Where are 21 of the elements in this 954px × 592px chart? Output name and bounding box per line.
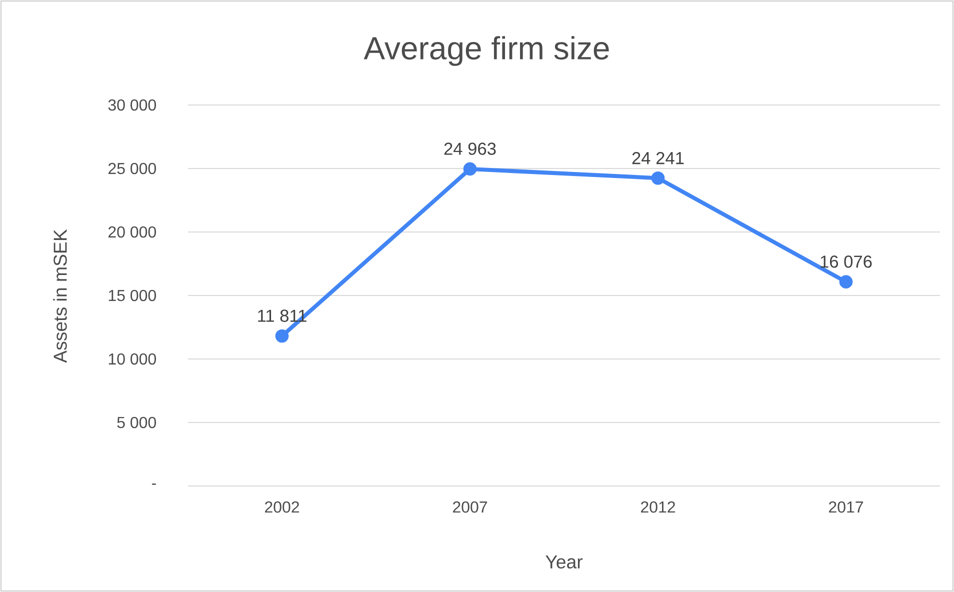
point	[651, 171, 665, 185]
x-axis-title: Year	[546, 555, 583, 569]
data-label: 16 076	[820, 256, 872, 268]
chart-title: Average firm size	[364, 36, 609, 66]
y-tick-label: 10 000	[108, 353, 156, 365]
data-label: 24 963	[444, 142, 496, 155]
y-tick-label: 20 000	[108, 226, 156, 238]
point	[463, 162, 477, 176]
x-tick-label: 2017	[828, 501, 863, 513]
y-tick-label: 30 000	[108, 99, 156, 111]
x-tick-label: 2012	[640, 501, 675, 513]
x-tick-label: 2002	[265, 501, 299, 513]
point	[839, 275, 853, 288]
y-tick-label: 5 000	[117, 416, 156, 428]
y-axis-title: Assets in mSEK	[53, 229, 67, 363]
x-tick-label: 2007	[453, 501, 487, 513]
y-tick-label: 25 000	[108, 162, 156, 174]
y-tick-label: -	[152, 484, 156, 485]
y-tick-label: 15 000	[108, 290, 156, 302]
data-label: 24 241	[632, 152, 684, 164]
point	[275, 329, 289, 343]
